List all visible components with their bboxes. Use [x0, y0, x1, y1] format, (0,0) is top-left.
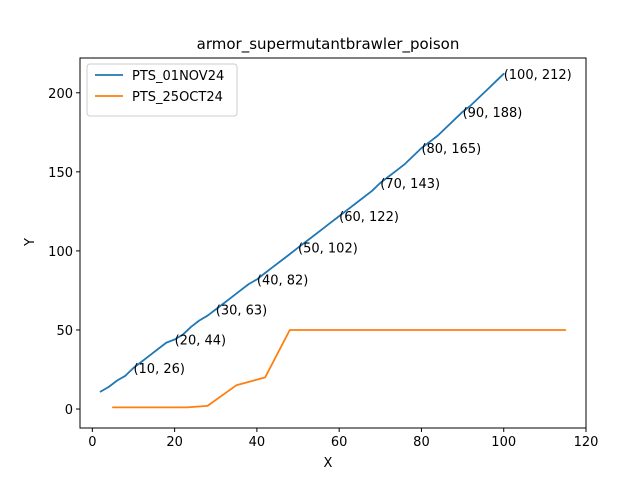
plot-frame	[79, 57, 587, 429]
series-line-pts-25oct24	[112, 329, 567, 409]
data-annotation: (80, 165)	[421, 142, 481, 157]
legend: PTS_01NOV24 PTS_25OCT24	[86, 63, 238, 117]
y-tick-label: 0	[65, 403, 73, 418]
legend-box	[86, 63, 238, 117]
y-tick-label: 200	[48, 87, 73, 102]
x-tick-label: 120	[574, 435, 599, 450]
data-annotation: (70, 143)	[380, 177, 440, 192]
data-annotation: (60, 122)	[339, 210, 399, 225]
plot-area	[79, 57, 587, 429]
data-annotation: (50, 102)	[298, 242, 358, 257]
x-tick-label: 0	[88, 435, 96, 450]
data-annotation: (20, 44)	[175, 333, 227, 348]
x-tick-label: 20	[166, 435, 183, 450]
y-tick-label: 100	[48, 245, 73, 260]
y-tick-label: 150	[48, 166, 73, 181]
series-layer	[99, 72, 567, 409]
x-axis-label: X	[324, 456, 333, 471]
y-axis-label: Y	[23, 238, 38, 247]
data-annotation: (100, 212)	[504, 68, 572, 83]
x-tick-label: 60	[331, 435, 348, 450]
data-annotation: (10, 26)	[133, 362, 185, 377]
series-line-pts-01nov24	[99, 72, 505, 393]
x-tick-label: 80	[413, 435, 430, 450]
data-annotation: (40, 82)	[257, 273, 309, 288]
y-axis: 0 50 100 150 200	[48, 87, 80, 418]
data-annotation: (30, 63)	[216, 303, 268, 318]
x-tick-label: 40	[249, 435, 266, 450]
legend-entry: PTS_01NOV24	[132, 69, 224, 84]
annotation-layer: (10, 26) (20, 44) (30, 63) (40, 82) (50, 102…	[133, 68, 571, 377]
y-tick-label: 50	[56, 324, 73, 339]
legend-entry: PTS_25OCT24	[132, 90, 223, 105]
x-axis: 0 20 40 60 80 100 120	[88, 428, 598, 450]
data-annotation: (90, 188)	[463, 106, 523, 121]
x-tick-label: 100	[491, 435, 516, 450]
chart-title: armor_supermutantbrawler_poison	[197, 35, 460, 54]
